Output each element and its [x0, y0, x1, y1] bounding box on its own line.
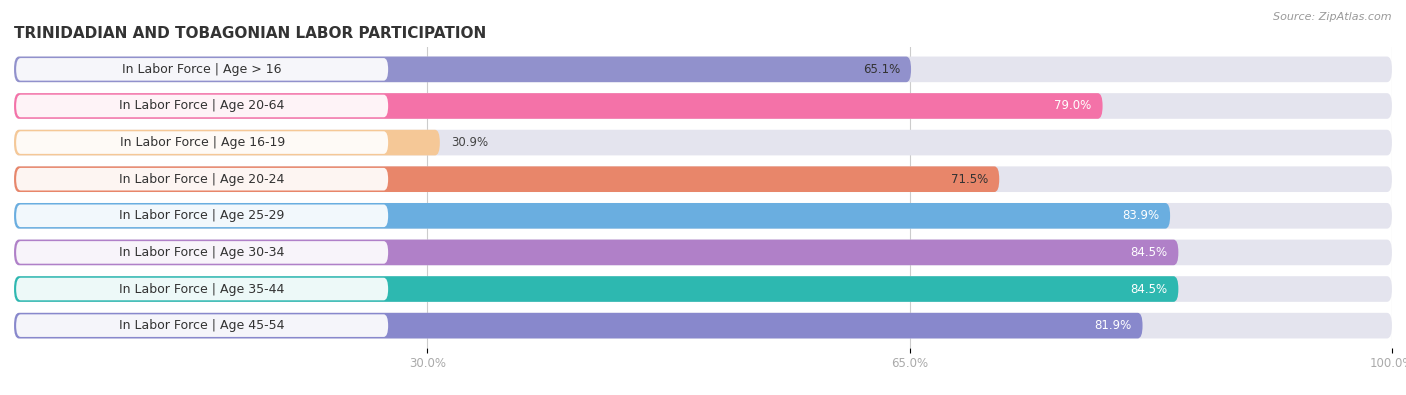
FancyBboxPatch shape — [14, 203, 1170, 229]
Text: In Labor Force | Age 45-54: In Labor Force | Age 45-54 — [120, 319, 285, 332]
FancyBboxPatch shape — [14, 203, 1392, 229]
Text: In Labor Force | Age > 16: In Labor Force | Age > 16 — [122, 63, 281, 76]
Text: In Labor Force | Age 20-64: In Labor Force | Age 20-64 — [120, 100, 285, 113]
Text: In Labor Force | Age 16-19: In Labor Force | Age 16-19 — [120, 136, 285, 149]
FancyBboxPatch shape — [14, 166, 1392, 192]
FancyBboxPatch shape — [14, 240, 1392, 265]
Text: Source: ZipAtlas.com: Source: ZipAtlas.com — [1274, 12, 1392, 22]
FancyBboxPatch shape — [14, 276, 1178, 302]
Text: 65.1%: 65.1% — [863, 63, 900, 76]
Text: 81.9%: 81.9% — [1094, 319, 1132, 332]
Text: In Labor Force | Age 25-29: In Labor Force | Age 25-29 — [120, 209, 285, 222]
FancyBboxPatch shape — [15, 241, 388, 264]
Text: 79.0%: 79.0% — [1054, 100, 1091, 113]
FancyBboxPatch shape — [15, 205, 388, 227]
FancyBboxPatch shape — [14, 313, 1143, 339]
FancyBboxPatch shape — [14, 93, 1392, 119]
Text: In Labor Force | Age 30-34: In Labor Force | Age 30-34 — [120, 246, 285, 259]
FancyBboxPatch shape — [15, 314, 388, 337]
FancyBboxPatch shape — [14, 93, 1102, 119]
Text: TRINIDADIAN AND TOBAGONIAN LABOR PARTICIPATION: TRINIDADIAN AND TOBAGONIAN LABOR PARTICI… — [14, 26, 486, 41]
Text: 84.5%: 84.5% — [1130, 246, 1167, 259]
Text: 84.5%: 84.5% — [1130, 282, 1167, 295]
FancyBboxPatch shape — [15, 58, 388, 81]
FancyBboxPatch shape — [15, 168, 388, 190]
FancyBboxPatch shape — [15, 278, 388, 300]
FancyBboxPatch shape — [14, 130, 1392, 155]
Text: 83.9%: 83.9% — [1122, 209, 1159, 222]
FancyBboxPatch shape — [15, 131, 388, 154]
FancyBboxPatch shape — [14, 313, 1392, 339]
Text: 71.5%: 71.5% — [950, 173, 988, 186]
FancyBboxPatch shape — [14, 56, 911, 82]
FancyBboxPatch shape — [14, 166, 1000, 192]
FancyBboxPatch shape — [14, 276, 1392, 302]
Text: In Labor Force | Age 20-24: In Labor Force | Age 20-24 — [120, 173, 285, 186]
Text: 30.9%: 30.9% — [451, 136, 488, 149]
FancyBboxPatch shape — [14, 130, 440, 155]
FancyBboxPatch shape — [15, 95, 388, 117]
Text: In Labor Force | Age 35-44: In Labor Force | Age 35-44 — [120, 282, 285, 295]
FancyBboxPatch shape — [14, 56, 1392, 82]
FancyBboxPatch shape — [14, 240, 1178, 265]
